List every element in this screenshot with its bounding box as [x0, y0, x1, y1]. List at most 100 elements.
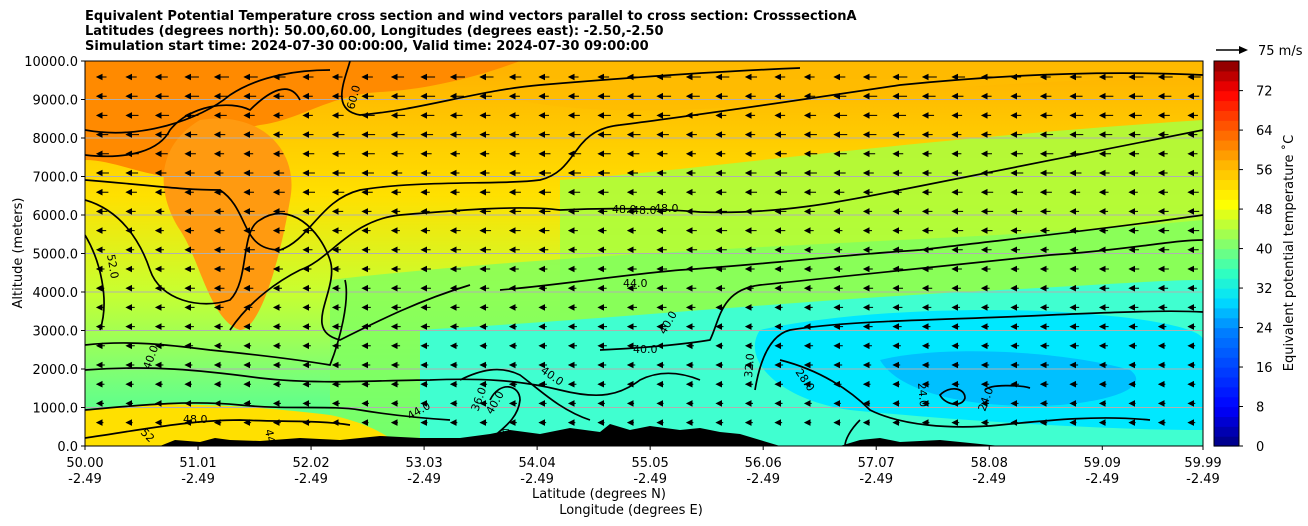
wind-vector	[862, 304, 874, 311]
wind-vector	[567, 112, 580, 119]
wind-vector	[656, 188, 666, 196]
wind-vector	[685, 169, 696, 177]
wind-vector	[685, 131, 697, 138]
wind-vector	[508, 265, 519, 273]
wind-vector	[980, 188, 994, 196]
wind-vector	[1010, 419, 1019, 426]
wind-vector	[744, 342, 753, 350]
wind-vector	[302, 419, 311, 426]
x-tick-label-lon: -2.49	[407, 472, 441, 487]
contour-label: 24.0	[915, 382, 930, 408]
wind-vector	[95, 208, 108, 215]
yellow-low-region	[85, 404, 400, 446]
wind-vector	[862, 361, 872, 369]
wind-vector	[597, 112, 611, 119]
wind-vector	[921, 73, 937, 81]
wind-vector	[243, 304, 253, 311]
wind-vector	[626, 380, 635, 388]
wind-vector	[154, 131, 169, 138]
wind-vector	[774, 323, 783, 330]
wind-vector	[567, 400, 576, 407]
wind-vector	[243, 131, 254, 138]
x-tick-label-lon: -2.49	[859, 472, 893, 487]
wind-vector	[744, 265, 755, 273]
wind-vector	[862, 380, 871, 388]
wind-vector	[361, 131, 376, 138]
wind-vector	[184, 400, 192, 407]
wind-vector	[272, 342, 281, 350]
wind-vector	[833, 227, 843, 234]
wind-vector	[862, 284, 874, 292]
wind-vector	[1010, 380, 1019, 388]
wind-vector	[1010, 150, 1023, 158]
wind-vector	[1187, 169, 1199, 177]
wind-vector	[1069, 92, 1083, 100]
wind-vector	[390, 73, 405, 81]
x-tick-label-lat: 51.01	[179, 456, 216, 471]
wind-vector	[508, 246, 520, 254]
wind-vector	[862, 342, 872, 350]
wind-vector	[1128, 380, 1136, 388]
x-axis-label-lat: Latitude (degrees N)	[532, 487, 666, 502]
wind-vector	[1128, 304, 1139, 311]
wind-vector	[862, 323, 873, 330]
wind-vector	[508, 284, 518, 292]
wind-vector	[1098, 227, 1109, 234]
wind-vector	[213, 112, 227, 119]
wind-vector	[1187, 304, 1196, 311]
wind-vector	[656, 342, 665, 350]
wind-vector	[125, 400, 134, 407]
wind-vector	[302, 400, 311, 407]
wind-vector	[213, 284, 225, 292]
colorbar-segment	[1214, 436, 1239, 447]
wind-vector	[951, 169, 962, 177]
wind-vector	[390, 169, 403, 177]
wind-vector	[1069, 284, 1079, 292]
wind-vector	[95, 361, 105, 369]
wind-vector	[892, 323, 902, 330]
wind-vector	[420, 112, 435, 119]
wind-vector	[538, 131, 550, 138]
wind-vector	[272, 227, 285, 234]
quiver-key: 75 m/s	[1216, 44, 1303, 59]
wind-vector	[1010, 265, 1020, 273]
wind-vector	[1157, 112, 1170, 119]
wind-vector	[449, 92, 464, 100]
x-tick-label-lon: -2.49	[746, 472, 780, 487]
y-tick-label: 10000.0	[24, 55, 78, 70]
wind-vector	[1010, 73, 1022, 81]
wind-vector	[892, 246, 903, 254]
wind-vector	[479, 304, 489, 311]
colorbar-segment	[1214, 61, 1239, 72]
wind-vector	[449, 419, 458, 426]
wind-vector	[213, 265, 225, 273]
wind-vector	[538, 112, 549, 119]
wind-vector	[951, 73, 966, 81]
wind-vector	[744, 304, 754, 311]
wind-vector	[744, 419, 753, 426]
wind-vector	[715, 284, 726, 292]
wind-vector	[1039, 169, 1053, 177]
wind-vector	[567, 73, 579, 81]
wind-vector	[1128, 208, 1139, 215]
wind-vector	[361, 304, 371, 311]
wind-vector	[1069, 361, 1079, 369]
wind-vector	[184, 92, 200, 100]
wind-vector	[390, 323, 401, 330]
wind-vector	[1098, 169, 1110, 177]
wind-vector	[331, 112, 344, 119]
wind-vector	[243, 208, 255, 215]
wind-vector	[449, 208, 461, 215]
wind-vector	[213, 73, 229, 81]
wind-vector	[95, 419, 104, 426]
wind-vector	[302, 112, 313, 119]
wind-vector	[1187, 400, 1196, 407]
wind-vector	[715, 208, 727, 215]
x-tick-label-lon: -2.49	[633, 472, 667, 487]
wind-vector	[715, 380, 724, 388]
colorbar-segment	[1214, 396, 1239, 408]
wind-vector	[213, 342, 222, 350]
wind-vector	[1098, 284, 1110, 292]
wind-vector	[744, 246, 756, 254]
colorbar-segment	[1214, 426, 1239, 437]
